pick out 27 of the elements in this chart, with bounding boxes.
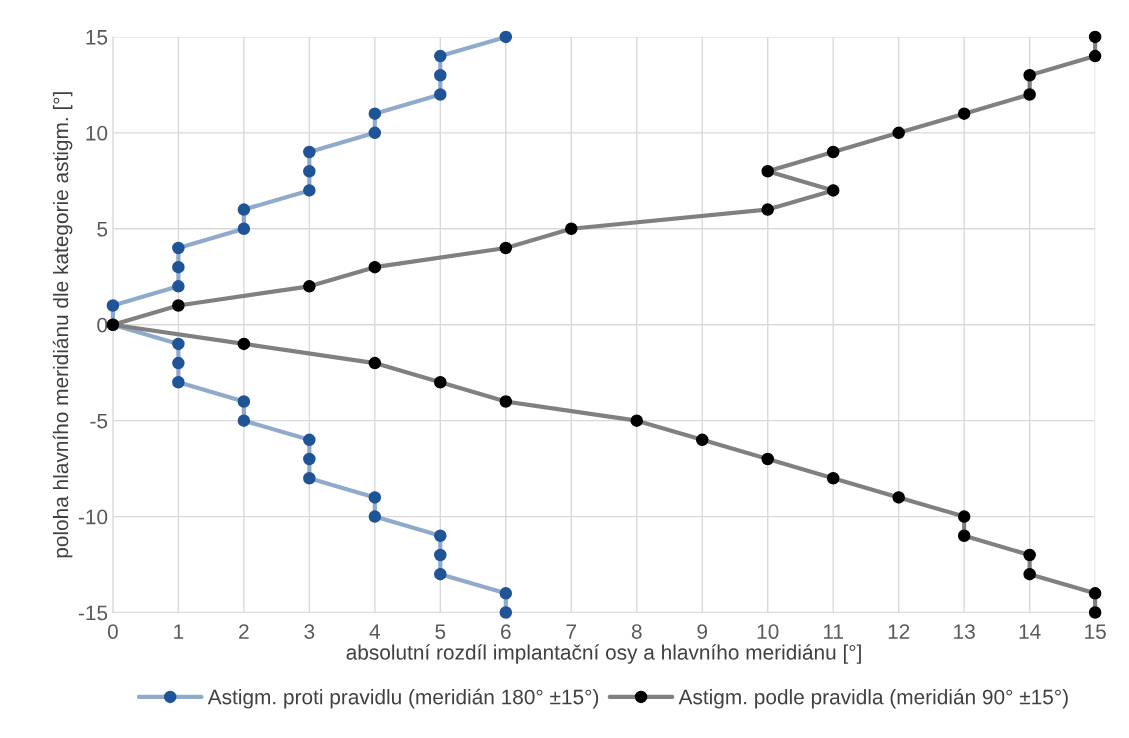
x-tick-label: 12 <box>888 624 910 639</box>
x-tick-label: 15 <box>1085 624 1106 639</box>
x-tick-label: 4 <box>369 624 381 639</box>
y-tick-label: 0 <box>97 317 108 333</box>
x-axis-title: absolutní rozdíl implantační osy a hlavního meridiánu [°] <box>346 644 861 664</box>
x-tick-label: 14 <box>1019 624 1041 639</box>
x-tick-label: 1 <box>174 624 184 639</box>
y-tick-label: 10 <box>86 125 108 141</box>
x-tick-label: 5 <box>435 624 446 639</box>
x-tick-label: 6 <box>501 624 511 639</box>
y-tick-label: 15 <box>86 30 108 45</box>
legend-label: Astigm. proti pravidlu (meridián 180° ±15°) <box>207 688 599 709</box>
x-tick-label: 8 <box>631 624 642 639</box>
y-tick-label: -15 <box>78 605 108 621</box>
x-tick-label: 7 <box>566 624 577 639</box>
x-tick-label: 11 <box>823 624 843 639</box>
legend-label: Astigm. podle pravidla (meridián 90° ±15°) <box>678 688 1068 709</box>
x-tick-label: 0 <box>107 624 118 639</box>
y-tick-label: -10 <box>78 509 108 525</box>
x-tick-label: 10 <box>757 624 779 639</box>
y-tick-label: 5 <box>97 222 108 237</box>
x-tick-label: 13 <box>954 624 975 639</box>
y-axis-title: poloha hlavního meridiánu dle kategorie astigm. [°] <box>52 92 73 558</box>
x-tick-label: 3 <box>304 624 315 639</box>
x-tick-label: 2 <box>239 624 249 639</box>
y-tick-label: -5 <box>90 413 108 429</box>
x-tick-label: 9 <box>697 624 708 639</box>
